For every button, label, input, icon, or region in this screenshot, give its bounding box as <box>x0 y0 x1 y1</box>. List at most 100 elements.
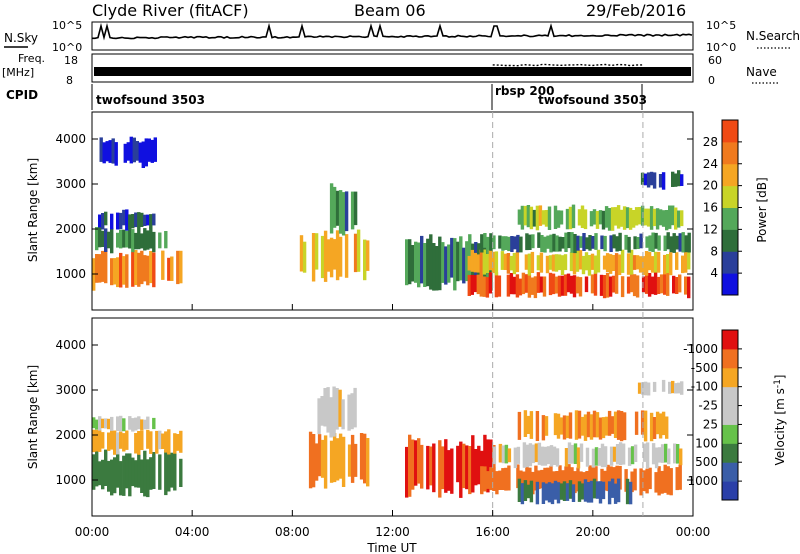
velocity-cell <box>489 439 493 486</box>
velocity-cell <box>643 410 648 442</box>
power-cell <box>684 235 688 253</box>
colorbar-label: 8 <box>710 244 718 258</box>
xtick-label: 16:00 <box>475 525 510 539</box>
velocity-cell <box>547 482 552 503</box>
power-cell <box>146 214 150 226</box>
power-cell <box>572 275 577 298</box>
velocity-cell <box>110 430 114 450</box>
velocity-cell <box>589 414 594 440</box>
velocity-cell <box>128 416 132 430</box>
power-cell <box>302 241 307 273</box>
nave-tick-bottom: 0 <box>708 74 715 87</box>
power-cell <box>540 235 544 252</box>
power-cell <box>583 209 588 230</box>
velocity-cell <box>663 464 667 493</box>
velocity-cell <box>459 441 463 498</box>
velocity-cell <box>525 444 530 468</box>
ytick-label: 2000 <box>55 428 86 442</box>
power-cell <box>524 274 529 293</box>
power-cell <box>158 232 162 249</box>
power-cell <box>613 207 618 226</box>
power-cell <box>146 230 150 250</box>
velocity-cell <box>607 410 612 436</box>
power-cell <box>640 172 645 185</box>
power-cell <box>447 244 451 283</box>
power-cell <box>332 239 337 270</box>
velocity-yticks: 1000 2000 3000 4000 <box>55 338 693 487</box>
power-cell <box>607 208 612 231</box>
power-cell <box>558 236 562 252</box>
velocity-cell <box>603 446 608 468</box>
power-cell <box>338 190 343 234</box>
power-cell <box>555 235 559 252</box>
velocity-cell <box>517 411 522 440</box>
power-cell <box>116 257 120 288</box>
xtick-label: 04:00 <box>175 525 210 539</box>
power-cell <box>541 210 546 225</box>
power-cell <box>128 229 132 249</box>
power-cell <box>593 272 598 296</box>
velocity-cell <box>116 416 120 432</box>
colorbar-swatch <box>722 348 738 369</box>
power-cell <box>509 273 514 295</box>
colorbar-swatch <box>722 141 738 165</box>
power-yticks: 1000 2000 3000 4000 <box>55 132 693 281</box>
power-cell <box>329 183 334 234</box>
velocity-cell <box>609 446 614 466</box>
power-cell <box>338 236 343 277</box>
power-cell <box>143 228 147 251</box>
velocity-cell <box>549 465 553 491</box>
velocity-cell <box>140 430 144 450</box>
power-cell <box>649 206 654 230</box>
power-cell <box>615 236 619 252</box>
nsearch-label: N.Search <box>746 29 800 43</box>
velocity-cell <box>128 453 132 497</box>
power-panel: Slant Range [km] 1000 2000 3000 4000 4 8 12 16… <box>26 111 769 311</box>
velocity-cell <box>116 432 120 455</box>
power-cell <box>134 232 138 250</box>
power-cell <box>634 207 639 226</box>
power-cell <box>539 252 544 273</box>
power-cell <box>147 138 151 162</box>
power-cell <box>552 233 556 252</box>
velocity-cell <box>492 466 496 491</box>
velocity-cell <box>501 445 506 464</box>
velocity-cell <box>613 483 618 504</box>
power-cell <box>663 272 667 295</box>
velocity-cell <box>474 449 478 486</box>
colorbar-label: 100 <box>695 436 718 450</box>
velocity-cell <box>143 419 147 430</box>
power-cell <box>134 250 138 286</box>
velocity-cell <box>546 446 551 465</box>
power-cell <box>570 232 574 253</box>
velocity-cell <box>137 416 141 430</box>
velocity-cell <box>110 459 114 496</box>
power-cell <box>429 234 433 290</box>
power-cell <box>614 273 619 294</box>
power-cell <box>643 208 648 226</box>
velocity-cell <box>642 443 647 462</box>
velocity-cell <box>667 448 671 465</box>
velocity-cell <box>640 382 645 395</box>
power-cell <box>668 205 672 229</box>
velocity-cell <box>568 412 573 439</box>
power-cell <box>102 142 106 164</box>
power-colorbar-label: Power [dB] <box>755 177 769 242</box>
power-cell <box>590 274 595 294</box>
power-cell <box>525 233 529 251</box>
velocity-cell <box>98 461 102 486</box>
power-cell <box>353 233 358 273</box>
velocity-cell <box>411 439 415 490</box>
power-cell <box>592 209 597 225</box>
ytick-label: 1000 <box>55 267 86 281</box>
power-cell <box>149 214 153 229</box>
power-cell <box>426 238 430 287</box>
power-cell <box>456 241 460 282</box>
power-cell <box>569 252 574 272</box>
velocity-cell <box>110 416 114 431</box>
velocity-cell <box>432 443 436 493</box>
velocity-cell <box>441 446 445 490</box>
colorbar-swatch <box>722 330 738 350</box>
velocity-cell <box>471 435 475 493</box>
velocity-cell <box>332 386 336 437</box>
